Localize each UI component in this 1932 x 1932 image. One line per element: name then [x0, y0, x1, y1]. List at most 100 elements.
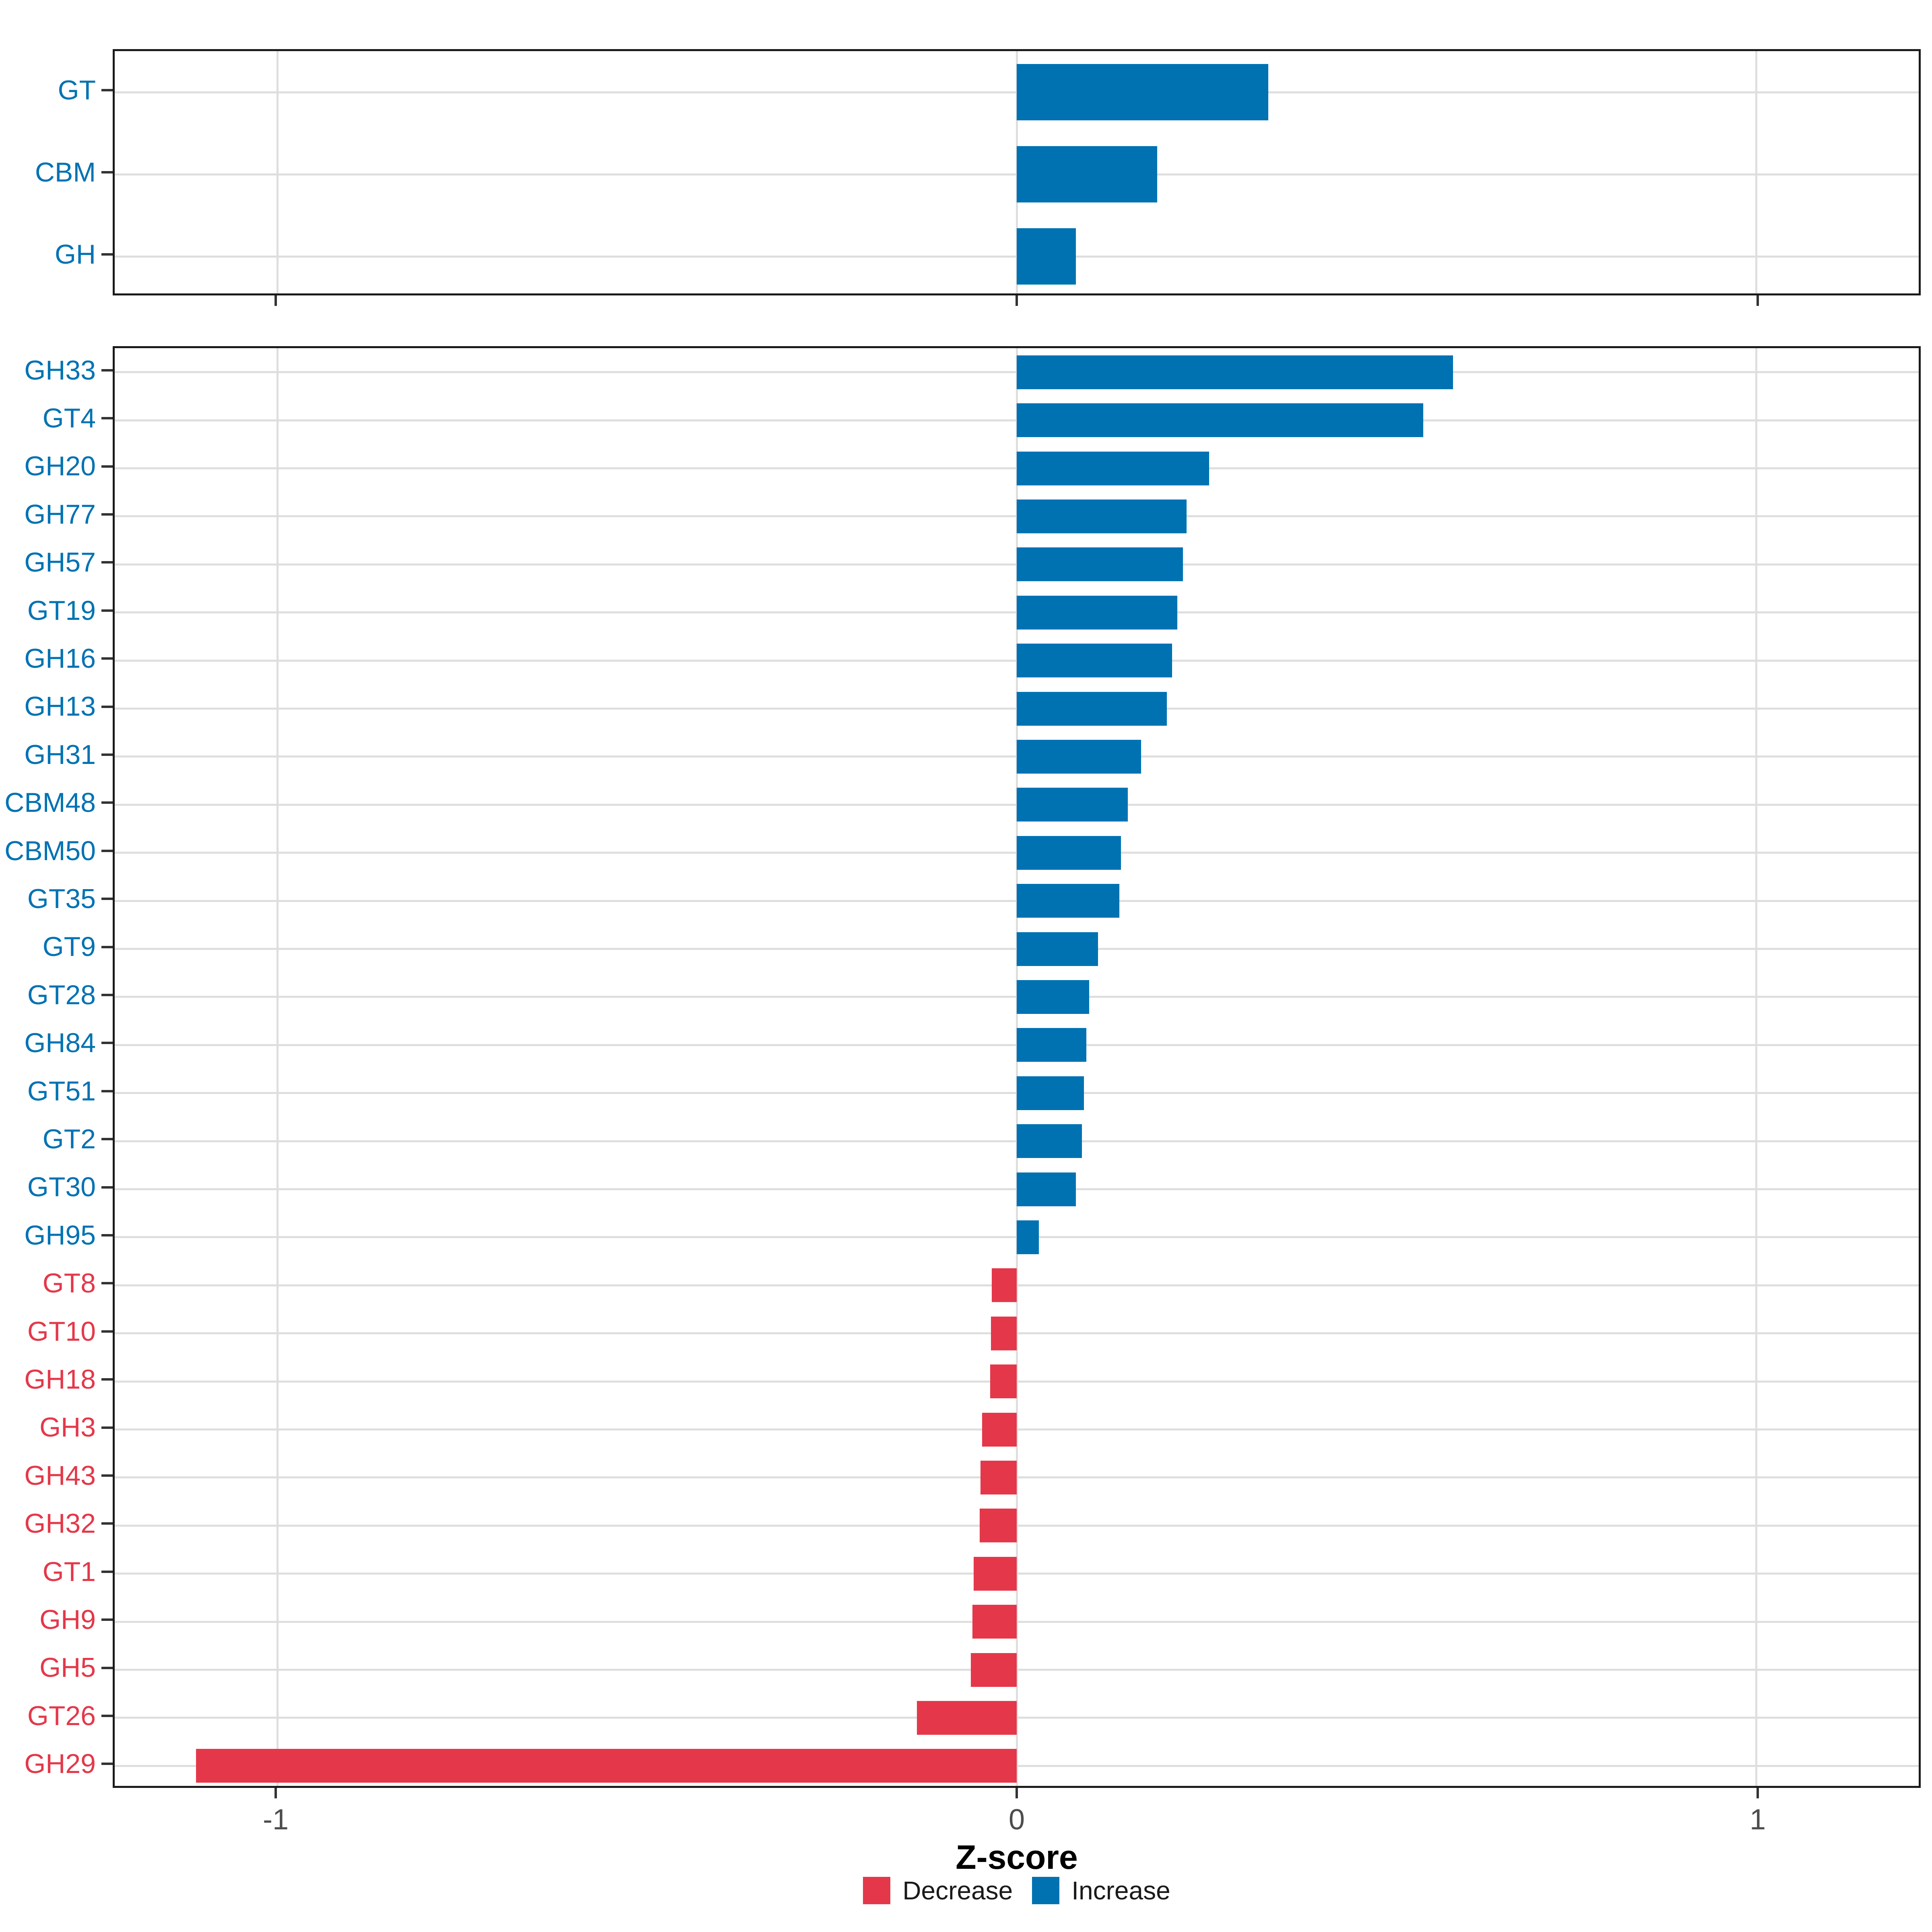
- horizontal-gridline: [115, 1717, 1919, 1719]
- y-label-GT10: GT10: [27, 1316, 96, 1347]
- y-axis-tick: [101, 1378, 113, 1381]
- horizontal-gridline: [115, 1380, 1919, 1383]
- y-label-GT19: GT19: [27, 595, 96, 626]
- bar-GH57: [1017, 547, 1183, 582]
- y-label-CBM: CBM: [35, 157, 96, 188]
- bar-GH: [1017, 228, 1076, 285]
- y-label-GT1: GT1: [42, 1556, 96, 1587]
- bar-GH20: [1017, 451, 1209, 485]
- y-axis-tick: [101, 1522, 113, 1525]
- vertical-gridline-1: [1755, 51, 1757, 293]
- x-tick-label-0: 0: [1008, 1804, 1025, 1836]
- y-label-CBM48: CBM48: [4, 787, 96, 818]
- y-axis-tick: [101, 561, 113, 564]
- x-axis-tick-1: [1756, 1788, 1759, 1798]
- x-axis-tick-1: [1756, 295, 1759, 306]
- y-axis-tick: [101, 253, 113, 256]
- bar-GT: [1017, 64, 1268, 120]
- bar-GH84: [1017, 1028, 1086, 1062]
- y-label-GH57: GH57: [24, 547, 96, 578]
- bar-GH18: [990, 1364, 1017, 1399]
- y-label-GH3: GH3: [39, 1412, 96, 1443]
- y-label-GT2: GT2: [42, 1124, 96, 1155]
- y-axis-tick: [101, 369, 113, 372]
- y-label-GT28: GT28: [27, 979, 96, 1010]
- y-label-GH18: GH18: [24, 1364, 96, 1395]
- horizontal-gridline: [115, 1284, 1919, 1286]
- bar-GT8: [991, 1268, 1017, 1302]
- bar-GT26: [917, 1701, 1017, 1735]
- x-axis-tick-0: [1016, 295, 1018, 306]
- y-label-GH77: GH77: [24, 499, 96, 530]
- bar-GT28: [1017, 980, 1089, 1014]
- vertical-gridline--1: [277, 51, 279, 293]
- panel-enzyme-class: [113, 49, 1921, 295]
- bar-GH13: [1017, 691, 1167, 726]
- y-axis-tick: [101, 171, 113, 173]
- y-label-GT35: GT35: [27, 883, 96, 914]
- legend-item-decrease: Decrease: [863, 1876, 1013, 1905]
- legend-swatch-increase: [1032, 1877, 1060, 1904]
- x-axis-tick--1: [275, 1788, 277, 1798]
- y-axis-tick: [101, 1714, 113, 1717]
- y-axis-tick: [101, 1666, 113, 1669]
- bar-GH77: [1017, 499, 1187, 533]
- bar-GH43: [980, 1460, 1017, 1494]
- y-axis-tick: [101, 1234, 113, 1236]
- legend-swatch-decrease: [863, 1877, 891, 1904]
- horizontal-gridline: [115, 1476, 1919, 1479]
- y-label-GT51: GT51: [27, 1075, 96, 1106]
- y-axis-tick: [101, 1330, 113, 1333]
- bar-GH9: [972, 1605, 1017, 1639]
- y-label-GH31: GH31: [24, 739, 96, 770]
- bar-CBM: [1017, 146, 1157, 202]
- bar-GH32: [980, 1509, 1017, 1543]
- bar-GH33: [1017, 355, 1453, 389]
- horizontal-gridline: [115, 1573, 1919, 1575]
- bar-GH95: [1017, 1220, 1039, 1254]
- bar-GH29: [196, 1749, 1017, 1783]
- y-axis-tick: [101, 1138, 113, 1141]
- bar-GT51: [1017, 1076, 1084, 1110]
- y-label-GH: GH: [55, 239, 96, 270]
- y-label-GH84: GH84: [24, 1028, 96, 1059]
- y-axis-tick: [101, 1426, 113, 1429]
- bar-CBM48: [1017, 788, 1128, 822]
- y-axis-tick: [101, 1282, 113, 1285]
- x-axis-title: Z-score: [956, 1838, 1078, 1876]
- y-label-GH95: GH95: [24, 1220, 96, 1251]
- y-axis-tick: [101, 609, 113, 612]
- y-axis-tick: [101, 1474, 113, 1477]
- y-label-GH33: GH33: [24, 355, 96, 386]
- y-axis-tick: [101, 1570, 113, 1573]
- y-axis-tick: [101, 417, 113, 420]
- y-axis-tick: [101, 465, 113, 468]
- y-label-GH43: GH43: [24, 1460, 96, 1491]
- y-label-GH5: GH5: [39, 1652, 96, 1683]
- bar-GH5: [971, 1653, 1017, 1687]
- horizontal-gridline: [115, 1332, 1919, 1335]
- bar-GH31: [1017, 739, 1141, 774]
- y-axis-tick: [101, 1090, 113, 1092]
- x-tick-label-1: 1: [1749, 1804, 1766, 1836]
- horizontal-gridline: [115, 1524, 1919, 1527]
- legend-item-increase: Increase: [1032, 1876, 1170, 1905]
- y-axis-tick: [101, 1763, 113, 1765]
- y-axis-tick: [101, 89, 113, 91]
- legend: Decrease Increase: [113, 1876, 1921, 1905]
- y-axis-tick: [101, 513, 113, 516]
- bar-CBM50: [1017, 836, 1121, 870]
- y-axis-tick: [101, 945, 113, 948]
- y-label-GH9: GH9: [39, 1604, 96, 1635]
- bar-GT4: [1017, 403, 1424, 438]
- bar-GT2: [1017, 1124, 1082, 1158]
- y-axis-tick: [101, 898, 113, 900]
- y-axis-labels-enzyme-class: GT CBM GH: [0, 49, 113, 295]
- y-label-GT8: GT8: [42, 1268, 96, 1299]
- y-label-GH32: GH32: [24, 1508, 96, 1539]
- y-axis-tick: [101, 801, 113, 804]
- legend-label-increase: Increase: [1071, 1876, 1170, 1905]
- vertical-gridline-0: [1016, 348, 1018, 1786]
- y-axis-tick: [101, 1186, 113, 1189]
- x-axis-tick-0: [1016, 1788, 1018, 1798]
